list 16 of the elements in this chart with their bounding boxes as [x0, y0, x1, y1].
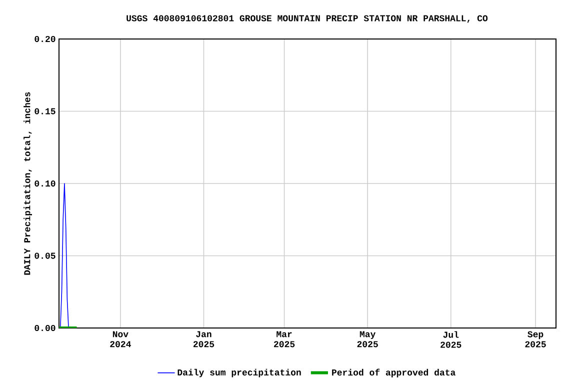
x-tick-label: Jan 2025: [193, 331, 214, 348]
y-tick-label: 0.05: [34, 252, 56, 259]
legend-label: Daily sum precipitation: [178, 368, 301, 378]
line-series: [60, 183, 69, 328]
x-tick-label: Mar 2025: [274, 331, 295, 348]
x-tick-label: Nov 2024: [110, 331, 131, 348]
y-tick-label: 0.15: [34, 108, 56, 114]
y-axis-title: DAILY Precipitation, total, inches: [24, 92, 32, 275]
legend-label: Period of approved data: [332, 368, 456, 378]
x-tick-label: Jul 2025: [440, 331, 462, 348]
x-tick-label: Sep 2025: [525, 331, 546, 348]
chart-title: USGS 400809106102801 GROUSE MOUNTAIN PRECIP STATION NR PARSHALL, CO: [126, 15, 488, 23]
x-tick-label: May 2025: [357, 331, 378, 348]
y-tick-label: 0.10: [34, 180, 56, 187]
y-tick-label: 0.00: [34, 324, 56, 332]
y-tick-label: 0.20: [34, 36, 56, 42]
